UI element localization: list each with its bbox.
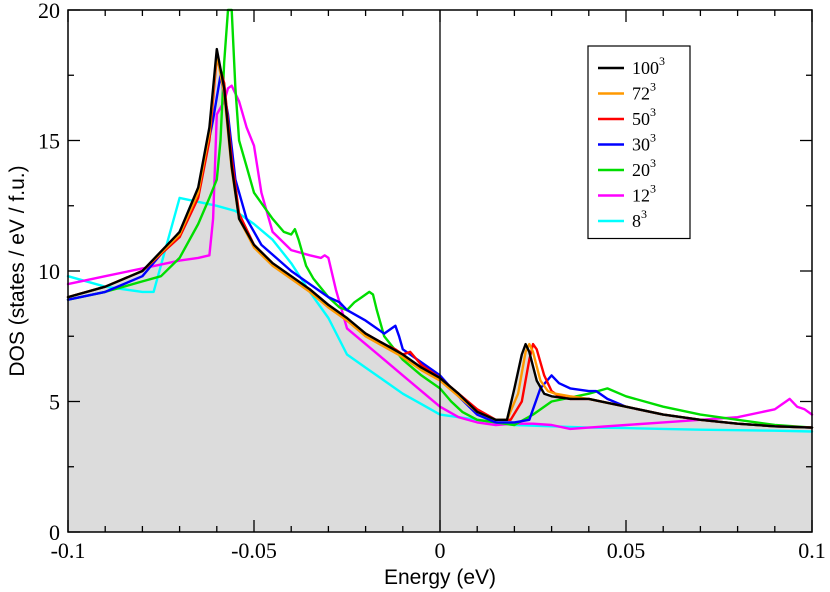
legend-label-72: 723	[632, 80, 656, 104]
x-tick-label: 0.05	[607, 538, 646, 563]
x-tick-label: 0.1	[798, 538, 826, 563]
legend-box	[587, 45, 691, 240]
legend-label-12: 123	[632, 182, 656, 206]
y-tick-label: 15	[38, 129, 60, 154]
x-axis-title: Energy (eV)	[384, 566, 496, 589]
series-line-8-cubed	[66, 196, 814, 433]
legend-label-8: 83	[632, 207, 647, 231]
x-tick-label: -0.05	[231, 538, 277, 563]
series-line-100-cubed	[66, 47, 814, 429]
legend-label-30: 303	[632, 131, 656, 155]
legend-label-100: 1003	[632, 54, 665, 78]
series-line-20-cubed	[66, 8, 814, 429]
x-tick-label: -0.1	[51, 538, 86, 563]
ticks-layer: -0.1 -0.05 0 0.05 0.1 0 5 10 15 20	[38, 0, 826, 563]
y-tick-label: 0	[49, 520, 60, 545]
y-tick-label: 10	[38, 259, 60, 284]
plot-area: -0.1 -0.05 0 0.05 0.1 0 5 10 15 20	[38, 0, 826, 563]
x-tick-label: 0	[435, 538, 446, 563]
legend-label-50: 503	[632, 105, 656, 129]
y-tick-label: 5	[49, 390, 60, 415]
series-layer	[66, 8, 814, 433]
legend-label-20: 203	[632, 156, 656, 180]
y-axis-title: DOS (states / eV / f.u.)	[6, 165, 29, 376]
shaded-dos-area	[68, 49, 812, 533]
y-tick-label: 20	[38, 0, 60, 23]
